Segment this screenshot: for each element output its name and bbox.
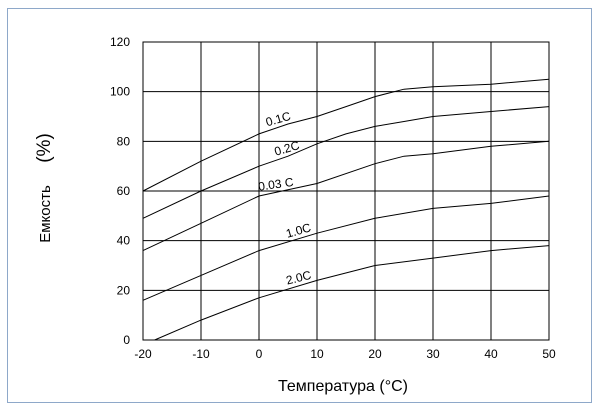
- y-axis-label-group: Емкость (%): [34, 133, 55, 243]
- series-label-5: 2.0C: [285, 268, 313, 288]
- y-tick-label: 120: [110, 35, 130, 49]
- x-tick-label: 30: [426, 347, 440, 361]
- x-tick-label: 0: [256, 347, 263, 361]
- y-axis-unit: (%): [34, 133, 55, 163]
- grid: [142, 41, 550, 341]
- x-tick-label: 50: [542, 347, 556, 361]
- y-axis-label: Емкость: [37, 185, 54, 243]
- y-tick-label: 80: [117, 134, 131, 148]
- series-label-1: 0.1C: [264, 109, 293, 130]
- y-tick-label: 40: [117, 234, 131, 248]
- chart-frame: [7, 8, 592, 403]
- x-tick-label: 10: [310, 347, 324, 361]
- x-tick-label: 20: [368, 347, 382, 361]
- series-lines: [142, 78, 550, 341]
- series-line-3: [142, 140, 550, 252]
- y-tick-label: 100: [110, 85, 130, 99]
- x-tick-label: -20: [134, 347, 152, 361]
- series-line-4: [142, 195, 550, 301]
- series-label-4: 1.0C: [284, 220, 313, 241]
- y-tick-label: 0: [123, 333, 130, 347]
- x-tick-label: -10: [192, 347, 210, 361]
- series-line-1: [142, 78, 550, 192]
- series-labels: 0.1C 0.2C 0.03 C 1.0C 2.0C: [257, 109, 313, 288]
- y-tick-label: 20: [117, 283, 131, 297]
- x-axis-label: Температура (°C): [278, 378, 408, 395]
- x-tick-label: 40: [484, 347, 498, 361]
- plot-border: [142, 41, 550, 341]
- tick-labels: -20 -10 0 10 20 30 40 50 0 20 40 60 80 100 120: [110, 35, 556, 361]
- y-tick-label: 60: [117, 184, 131, 198]
- series-label-2: 0.2C: [273, 138, 302, 159]
- series-line-2: [142, 106, 550, 219]
- series-label-3: 0.03 C: [257, 175, 294, 194]
- series-line-5: [154, 245, 550, 341]
